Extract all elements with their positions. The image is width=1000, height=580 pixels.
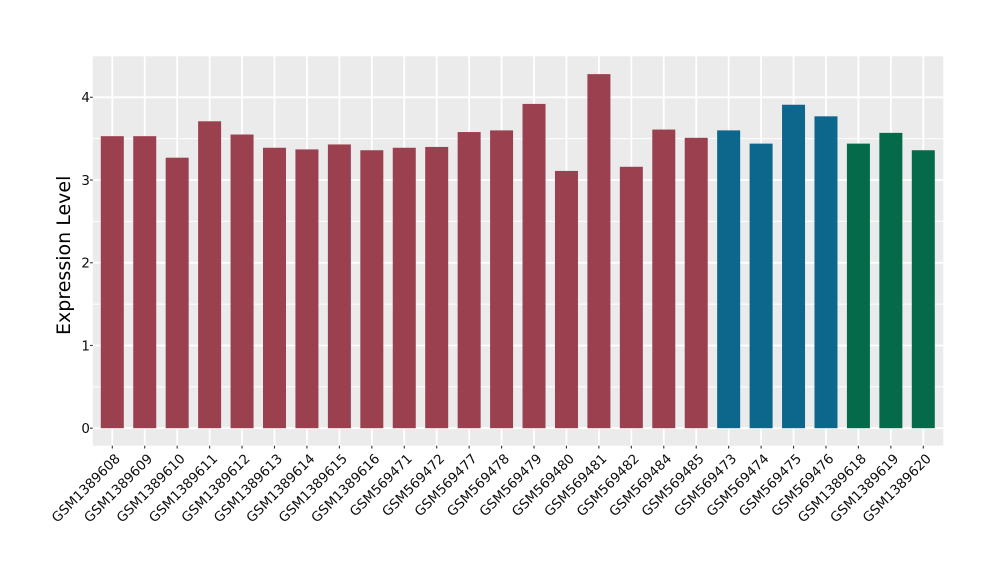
bar-GSM569474 — [749, 143, 773, 429]
y-tick-label-4: 4 — [81, 91, 90, 106]
bar-GSM1389615 — [327, 144, 351, 429]
y-tick-label-3: 3 — [81, 174, 90, 189]
bar-GSM569478 — [490, 130, 514, 429]
bar-GSM1389614 — [295, 149, 319, 429]
bar-GSM1389608 — [100, 136, 124, 429]
bar-GSM569475 — [782, 104, 806, 429]
bar-GSM569472 — [425, 146, 449, 429]
y-tick-label-1: 1 — [81, 339, 90, 354]
bar-GSM569481 — [587, 74, 611, 429]
y-axis-tick-labels: 0 1 2 3 4 — [81, 91, 90, 437]
y-tick-label-0: 0 — [81, 422, 90, 437]
bar-GSM569484 — [652, 129, 676, 429]
bar-GSM569477 — [457, 132, 481, 429]
bar-GSM569479 — [522, 103, 546, 429]
bar-GSM1389612 — [230, 134, 254, 429]
bar-GSM1389611 — [198, 121, 222, 429]
bar-GSM1389619 — [879, 132, 903, 429]
bar-GSM569473 — [717, 130, 741, 429]
y-axis-title: Expression Level — [53, 176, 75, 335]
bar-GSM569482 — [619, 166, 643, 429]
axis-ticks — [90, 96, 924, 449]
bar-GSM1389620 — [911, 150, 935, 429]
bar-GSM569480 — [554, 170, 578, 429]
bar-GSM1389609 — [133, 136, 157, 429]
bar-GSM569471 — [392, 147, 416, 429]
bar-GSM1389618 — [846, 143, 870, 429]
y-tick-label-2: 2 — [81, 257, 90, 272]
bars — [100, 74, 935, 429]
bar-GSM1389613 — [263, 147, 286, 429]
bar-GSM1389610 — [165, 157, 189, 429]
bar-GSM569485 — [684, 137, 708, 429]
bar-GSM1389616 — [360, 150, 384, 429]
bar-GSM569476 — [814, 116, 838, 429]
